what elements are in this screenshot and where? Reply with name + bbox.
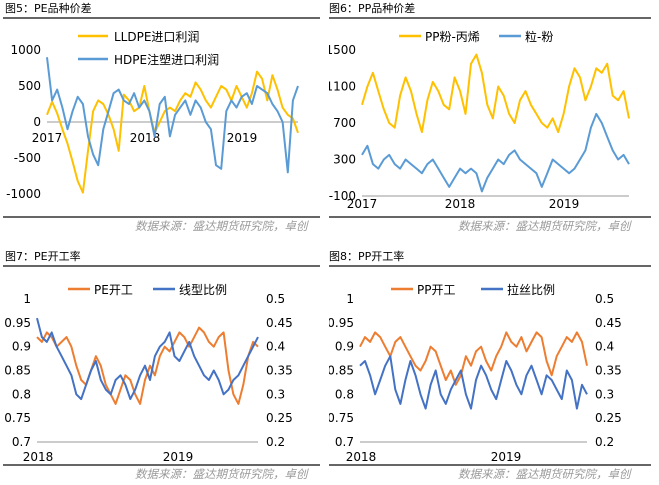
title-rule xyxy=(3,17,320,19)
legend-label: HDPE注塑进口利润 xyxy=(114,52,219,67)
legend-label: PE开工 xyxy=(94,283,133,297)
bottom-rule xyxy=(3,464,320,466)
y-tick-label: 0.95 xyxy=(329,316,354,330)
source-note: 数据来源：盛达期货研究院，卓创 xyxy=(135,219,308,233)
y2-tick-label: 0.4 xyxy=(595,340,614,354)
y-tick-label: 0.7 xyxy=(12,435,31,449)
y2-tick-label: 0.35 xyxy=(595,364,622,378)
y2-tick-label: 0.3 xyxy=(266,387,285,401)
y-tick-label: 0.9 xyxy=(12,340,31,354)
y-tick-label: -100 xyxy=(329,189,356,203)
title-rule xyxy=(329,17,651,19)
y2-tick-label: 0.2 xyxy=(266,435,285,449)
chart-title: 图7：PE开工率 xyxy=(5,250,81,263)
y-tick-label: 0.75 xyxy=(4,411,31,425)
series-line xyxy=(359,355,588,410)
y-tick-label: 300 xyxy=(333,153,356,167)
y-tick-label: 1500 xyxy=(329,43,356,57)
y2-tick-label: 0.4 xyxy=(266,340,285,354)
y2-tick-label: 0.5 xyxy=(266,292,285,306)
x-tick-label: 2019 xyxy=(491,450,522,464)
y-tick-label: 0.9 xyxy=(335,340,354,354)
series-line xyxy=(46,57,299,174)
legend-label: LLDPE进口利润 xyxy=(114,30,199,44)
x-tick-label: 2018 xyxy=(445,197,476,211)
y-tick-label: 1 xyxy=(346,292,354,306)
series-line xyxy=(361,112,630,193)
chart-plot: 1 0.95 0.9 0.85 0.8 0.75 0.7 0.5 0.45 0.4 0.35 0.3 0… xyxy=(329,282,622,464)
y-tick-label: 1 xyxy=(23,292,31,306)
x-tick-label: 2018 xyxy=(130,131,161,145)
y-tick-label: 700 xyxy=(333,116,356,130)
legend-label: 线型比例 xyxy=(179,283,227,297)
chart-title: 图5：PE品种价差 xyxy=(5,2,92,15)
title-rule xyxy=(3,265,320,267)
x-tick-label: 2019 xyxy=(163,450,194,464)
x-tick-label: 2017 xyxy=(347,197,378,211)
y2-tick-label: 0.3 xyxy=(595,387,614,401)
y2-tick-label: 0.45 xyxy=(595,316,622,330)
y2-tick-label: 0.35 xyxy=(266,364,293,378)
bottom-rule xyxy=(329,216,651,218)
legend-label: 粒-粉 xyxy=(525,29,553,44)
chart-title: 图8：PP开工率 xyxy=(329,250,405,263)
legend-label: PP开工 xyxy=(417,283,455,297)
series-line xyxy=(359,331,588,386)
x-tick-label: 2019 xyxy=(227,131,258,145)
chart-title: 图6：PP品种价差 xyxy=(329,2,416,15)
source-note: 数据来源：盛达期货研究院，卓创 xyxy=(458,219,631,233)
source-note: 数据来源：盛达期货研究院，卓创 xyxy=(135,467,308,481)
y-tick-label: 0.8 xyxy=(335,387,354,401)
bottom-rule xyxy=(329,464,651,466)
source-note: 数据来源：盛达期货研究院，卓创 xyxy=(458,467,631,481)
y2-tick-label: 0.25 xyxy=(595,411,622,425)
y-tick-label: -1000 xyxy=(6,187,41,201)
y-tick-label: 0.95 xyxy=(4,316,31,330)
y-tick-label: 0.85 xyxy=(329,364,354,378)
y-tick-label: 0.85 xyxy=(4,364,31,378)
chart-plot: 1 0.95 0.9 0.85 0.8 0.75 0.7 0.5 0.45 0.4 0.35 0.3 0… xyxy=(4,283,293,464)
legend-label: PP粉-丙烯 xyxy=(425,30,480,44)
y-tick-label: 0.8 xyxy=(12,387,31,401)
series-line xyxy=(36,317,259,401)
legend-label: 拉丝比例 xyxy=(507,282,555,297)
x-tick-label: 2018 xyxy=(23,450,54,464)
y-tick-label: 500 xyxy=(18,79,41,93)
y2-tick-label: 0.45 xyxy=(266,316,293,330)
y2-tick-label: 0.2 xyxy=(595,435,614,449)
y-tick-label: 1000 xyxy=(10,43,41,57)
chart-plot: 1000 500 0 -500 -1000 2017 2018 2019 LLDPE进口利润 HD… xyxy=(6,30,299,201)
y-tick-label: 0.7 xyxy=(335,435,354,449)
bottom-rule xyxy=(3,216,320,218)
y2-tick-label: 0.5 xyxy=(595,292,614,306)
y-tick-label: 0.75 xyxy=(329,411,354,425)
y-tick-label: -500 xyxy=(14,151,41,165)
y-tick-label: 1100 xyxy=(329,80,356,94)
series-line xyxy=(361,53,630,134)
x-tick-label: 2018 xyxy=(346,450,377,464)
y2-tick-label: 0.25 xyxy=(266,411,293,425)
series-line xyxy=(46,70,299,194)
x-tick-label: 2017 xyxy=(32,131,63,145)
title-rule xyxy=(329,265,651,267)
x-tick-label: 2019 xyxy=(549,197,580,211)
y-tick-label: 0 xyxy=(33,115,41,129)
